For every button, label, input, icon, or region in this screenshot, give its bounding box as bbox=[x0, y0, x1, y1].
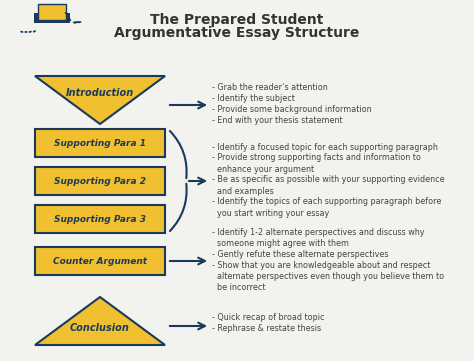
Polygon shape bbox=[35, 76, 165, 124]
FancyBboxPatch shape bbox=[35, 129, 165, 157]
Text: alternate perspectives even though you believe them to: alternate perspectives even though you b… bbox=[212, 272, 444, 281]
FancyBboxPatch shape bbox=[35, 247, 165, 275]
FancyBboxPatch shape bbox=[34, 13, 70, 23]
Text: someone might agree with them: someone might agree with them bbox=[212, 239, 349, 248]
Text: - Gently refute these alternate perspectives: - Gently refute these alternate perspect… bbox=[212, 250, 389, 259]
Text: - Rephrase & restate thesis: - Rephrase & restate thesis bbox=[212, 324, 321, 333]
FancyBboxPatch shape bbox=[38, 4, 66, 20]
Text: Conclusion: Conclusion bbox=[70, 323, 130, 333]
Text: - Provide some background information: - Provide some background information bbox=[212, 105, 372, 114]
Text: - Identify a focused topic for each supporting paragraph: - Identify a focused topic for each supp… bbox=[212, 143, 438, 152]
Text: - Quick recap of broad topic: - Quick recap of broad topic bbox=[212, 313, 325, 322]
Text: - Be as specific as possible with your supporting evidence: - Be as specific as possible with your s… bbox=[212, 175, 445, 184]
FancyBboxPatch shape bbox=[35, 167, 165, 195]
Text: Introduction: Introduction bbox=[66, 88, 134, 98]
FancyBboxPatch shape bbox=[35, 205, 165, 233]
Text: Supporting Para 3: Supporting Para 3 bbox=[54, 214, 146, 223]
Text: The Prepared Student: The Prepared Student bbox=[150, 13, 324, 27]
Text: Argumentative Essay Structure: Argumentative Essay Structure bbox=[114, 26, 360, 40]
Text: - Identify the subject: - Identify the subject bbox=[212, 94, 295, 103]
Text: - Identify the topics of each supporting paragraph before: - Identify the topics of each supporting… bbox=[212, 197, 441, 206]
Polygon shape bbox=[35, 297, 165, 345]
Text: Supporting Para 1: Supporting Para 1 bbox=[54, 139, 146, 148]
Text: - Grab the reader’s attention: - Grab the reader’s attention bbox=[212, 83, 328, 92]
Text: Supporting Para 2: Supporting Para 2 bbox=[54, 177, 146, 186]
Text: - Provide strong supporting facts and information to: - Provide strong supporting facts and in… bbox=[212, 153, 421, 162]
Text: - Show that you are knowledgeable about and respect: - Show that you are knowledgeable about … bbox=[212, 261, 430, 270]
Text: - Identify 1-2 alternate perspectives and discuss why: - Identify 1-2 alternate perspectives an… bbox=[212, 228, 425, 237]
Text: enhance your argument: enhance your argument bbox=[212, 165, 314, 174]
Text: be incorrect: be incorrect bbox=[212, 283, 265, 292]
Text: - End with your thesis statement: - End with your thesis statement bbox=[212, 116, 343, 125]
Text: and examples: and examples bbox=[212, 187, 274, 196]
Text: you start writing your essay: you start writing your essay bbox=[212, 209, 329, 217]
Text: Counter Argument: Counter Argument bbox=[53, 257, 147, 265]
